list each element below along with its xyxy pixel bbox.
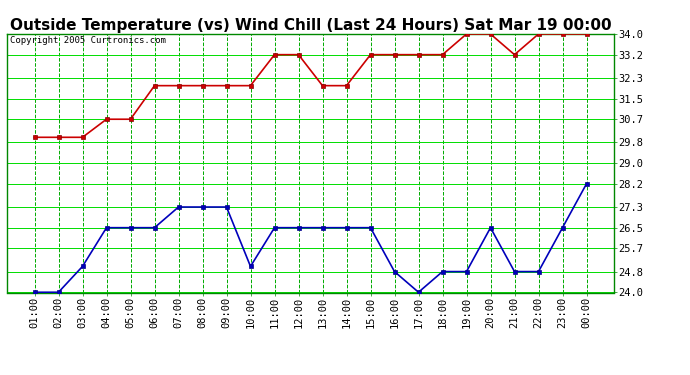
Title: Outside Temperature (vs) Wind Chill (Last 24 Hours) Sat Mar 19 00:00: Outside Temperature (vs) Wind Chill (Las… <box>10 18 611 33</box>
Text: Copyright 2005 Curtronics.com: Copyright 2005 Curtronics.com <box>10 36 166 45</box>
